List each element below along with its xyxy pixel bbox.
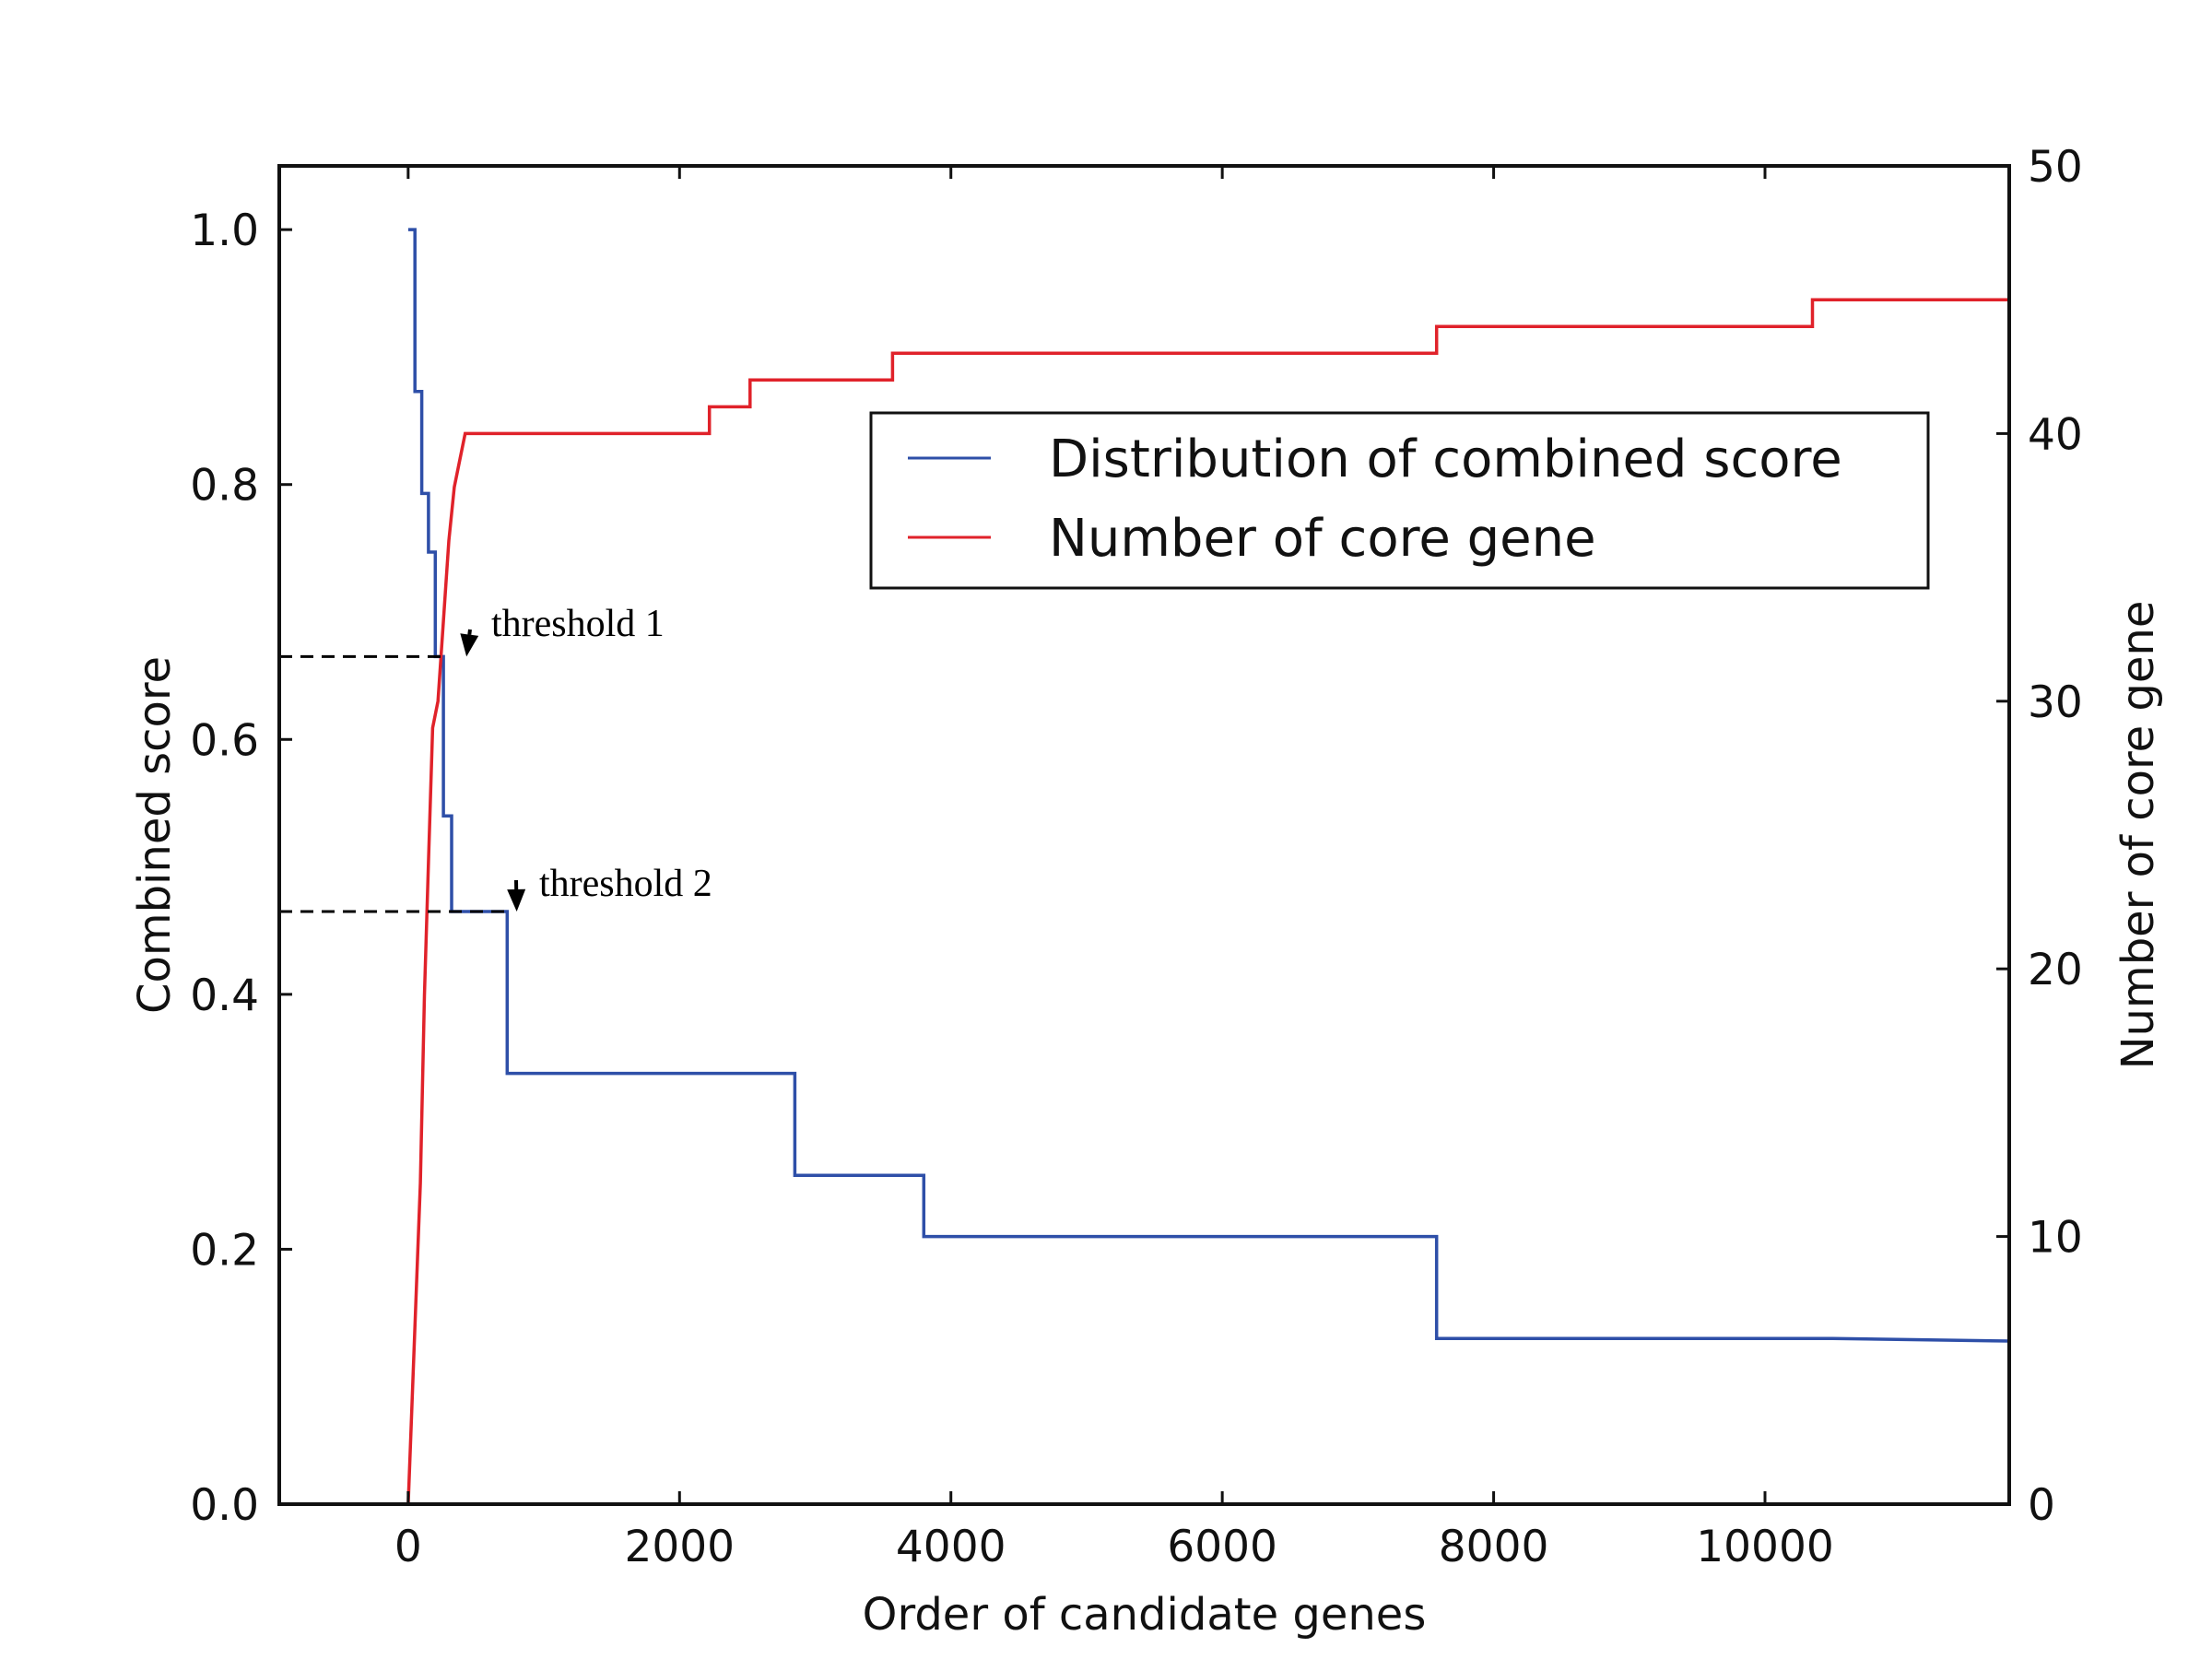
x-tick-label: 4000 [896, 1522, 1006, 1572]
y-left-tick-label: 0.4 [190, 971, 259, 1021]
x-axis-title: Order of candidate genes [863, 1589, 1427, 1641]
y-left-tick-label: 0.8 [190, 461, 259, 512]
legend-label-combined-score: Distribution of combined score [1049, 429, 1842, 489]
right-y-axis-title: Number of core gene [2112, 601, 2164, 1070]
y-left-tick-label: 0.6 [190, 715, 259, 766]
threshold-1-label: threshold 1 [491, 603, 665, 645]
axis-ticks: 0 2000 4000 6000 8000 10000 0.0 0.2 0.4 0.6 0.8 1.0… [190, 142, 2083, 1572]
threshold-2-arrowhead [507, 889, 525, 912]
threshold-1-arrow [469, 629, 470, 635]
y-right-tick-label: 10 [2028, 1213, 2083, 1264]
y-right-tick-label: 20 [2028, 945, 2083, 995]
x-tick-label: 6000 [1167, 1522, 1277, 1572]
x-tick-label: 8000 [1439, 1522, 1549, 1572]
series-line-combined-score [408, 229, 2009, 1341]
x-tick-label: 2000 [624, 1522, 735, 1572]
y-left-tick-label: 1.0 [190, 206, 259, 256]
y-left-tick-label: 0.2 [190, 1225, 259, 1276]
legend: Distribution of combined score Number of… [871, 413, 1928, 588]
plot-frame [279, 166, 2009, 1504]
threshold-2-label: threshold 2 [539, 863, 712, 905]
y-right-tick-label: 30 [2028, 677, 2083, 728]
y-left-tick-label: 0.0 [190, 1480, 259, 1531]
legend-label-core-gene: Number of core gene [1049, 509, 1596, 569]
y-right-tick-label: 40 [2028, 409, 2083, 460]
left-y-axis-title: Combined score [129, 656, 181, 1014]
x-tick-label: 0 [394, 1522, 422, 1572]
threshold-1-arrowhead [460, 633, 478, 656]
y-right-tick-label: 0 [2028, 1480, 2055, 1531]
y-right-tick-label: 50 [2028, 142, 2083, 193]
threshold-annotations: threshold 1 threshold 2 [279, 603, 712, 912]
x-tick-label: 10000 [1696, 1522, 1834, 1572]
